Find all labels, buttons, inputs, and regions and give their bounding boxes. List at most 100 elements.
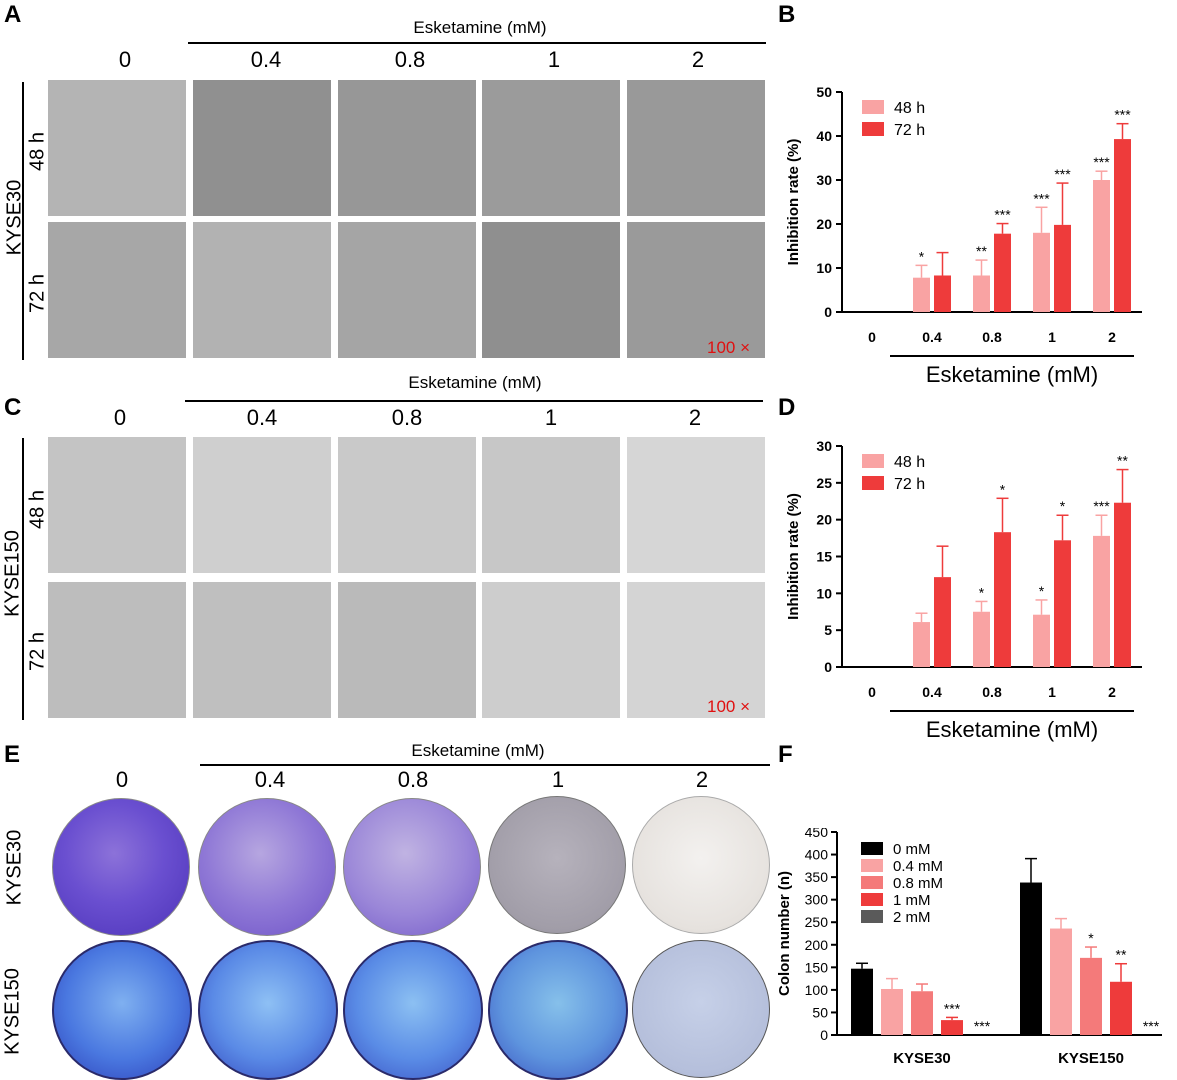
- micrograph-kyse30-48h-0: [48, 80, 186, 216]
- panel-a-conc-4: 2: [691, 47, 705, 72]
- x-axis-label: Esketamine (mM): [926, 717, 1098, 742]
- micrograph-kyse150-72h-2: [627, 582, 765, 718]
- significance-label: **: [1116, 947, 1127, 963]
- y-tick-label: 250: [805, 914, 829, 930]
- micrograph-kyse30-72h-1: [482, 222, 620, 358]
- y-tick-label: 0: [824, 304, 832, 320]
- legend-label: 0.8 mM: [893, 875, 943, 892]
- legend-label: 0.4 mM: [893, 858, 943, 875]
- legend-swatch: [862, 122, 884, 136]
- y-tick-label: 15: [816, 549, 832, 565]
- colony-plate-kyse150-0.8: [343, 940, 483, 1080]
- panel-a-conc-1: 0.4: [250, 47, 282, 72]
- micrograph-kyse30-48h-0.4: [193, 80, 331, 216]
- legend-label: 72 h: [894, 476, 925, 493]
- y-tick-label: 100: [805, 982, 829, 998]
- y-tick-label: 50: [812, 1004, 828, 1020]
- bar-1mM: [941, 1020, 963, 1035]
- y-tick-label: 30: [816, 172, 832, 188]
- micrograph-kyse150-48h-1: [482, 437, 620, 573]
- x-tick-label: 2: [1108, 329, 1116, 345]
- y-tick-label: 40: [816, 128, 832, 144]
- legend-swatch: [862, 454, 884, 468]
- y-tick-label: 25: [816, 475, 832, 491]
- micrograph-kyse150-48h-0.8: [338, 437, 476, 573]
- bar-72h: [1054, 540, 1071, 667]
- bar-48h: [1033, 232, 1050, 312]
- y-tick-label: 200: [805, 937, 829, 953]
- significance-label: *: [1039, 583, 1045, 599]
- bar-72h: [1114, 139, 1131, 312]
- significance-label: ***: [1033, 190, 1050, 206]
- x-tick-label: 1: [1048, 329, 1056, 345]
- panel-e-row-kyse150: KYSE150: [1, 968, 24, 1055]
- micrograph-kyse150-48h-0.4: [193, 437, 331, 573]
- panel-a-conc-3: 1: [547, 47, 561, 72]
- panel-letter-e: E: [4, 741, 21, 768]
- bar-48h: [973, 611, 990, 667]
- significance-label: *: [979, 584, 985, 600]
- legend-label: 2 mM: [893, 909, 931, 926]
- significance-label: **: [976, 243, 987, 259]
- y-tick-label: 0: [824, 659, 832, 675]
- panel-letter-c: C: [4, 394, 22, 421]
- bar-48h: [913, 277, 930, 312]
- panel-c-conc-0: 0: [113, 405, 127, 430]
- y-tick-label: 10: [816, 260, 832, 276]
- colony-plate-kyse30-2: [632, 796, 770, 934]
- significance-label: *: [1088, 930, 1094, 946]
- y-axis-label: Inhibition rate (%): [785, 139, 802, 266]
- legend-label: 48 h: [894, 100, 925, 117]
- panel-c-row-72h: 72 h: [26, 632, 49, 671]
- micrograph-kyse150-72h-0.4: [193, 582, 331, 718]
- legend-swatch: [862, 100, 884, 114]
- y-axis-label: Colon number (n): [776, 871, 793, 996]
- panel-letter-b: B: [778, 1, 796, 28]
- x-tick-label: KYSE30: [893, 1050, 951, 1067]
- bar-0mM: [1020, 882, 1042, 1035]
- y-tick-label: 5: [824, 622, 832, 638]
- panel-c-conc-2: 0.8: [391, 405, 423, 430]
- bar-72h: [994, 532, 1011, 667]
- panel-a-header-rule: [188, 42, 766, 44]
- x-tick-label: KYSE150: [1058, 1050, 1124, 1067]
- y-axis-label: Inhibition rate (%): [785, 493, 802, 620]
- bar-72h: [994, 233, 1011, 312]
- panel-c-esketamine-label: Esketamine (mM): [408, 373, 542, 392]
- panel-e-conc-2: 0.8: [397, 767, 429, 792]
- bar-72h: [1114, 502, 1131, 667]
- panel-c-header-rule: [185, 400, 763, 402]
- panel-c-conc-4: 2: [688, 405, 702, 430]
- legend-label: 1 mM: [893, 892, 931, 909]
- y-tick-label: 350: [805, 869, 829, 885]
- significance-label: ***: [1093, 498, 1110, 514]
- panel-e-conc-1: 0.4: [254, 767, 286, 792]
- y-tick-label: 50: [816, 84, 832, 100]
- significance-label: ***: [1093, 154, 1110, 170]
- inhibition-chart-kyse30: 0 10 20 30 40 50 Inhibition rate (%) 0 0.4 * 0.8 **…: [785, 84, 1142, 387]
- micrograph-kyse150-48h-0: [48, 437, 186, 573]
- colony-plate-kyse30-0.4: [198, 798, 336, 936]
- micrograph-kyse30-72h-0.4: [193, 222, 331, 358]
- panel-a-esketamine-label: Esketamine (mM): [413, 18, 547, 37]
- panel-e-conc-3: 1: [551, 767, 565, 792]
- significance-label: **: [1117, 453, 1128, 469]
- legend-swatch: [861, 910, 883, 923]
- bar-1mM: [1110, 981, 1132, 1035]
- panel-e-conc-4: 2: [695, 767, 709, 792]
- bar-48h: [1093, 180, 1110, 312]
- panel-c-row-48h: 48 h: [26, 490, 49, 529]
- significance-label: ***: [1143, 1018, 1160, 1034]
- panel-a-conc-0: 0: [118, 47, 132, 72]
- y-tick-label: 0: [820, 1027, 828, 1043]
- bar-72h: [1054, 224, 1071, 312]
- x-tick-label: 0.8: [982, 684, 1002, 700]
- bar-0.4mM: [881, 988, 903, 1035]
- bar-48h: [1093, 535, 1110, 667]
- bar-48h: [913, 622, 930, 667]
- micrograph-kyse30-72h-0: [48, 222, 186, 358]
- legend-swatch: [861, 876, 883, 889]
- panel-letter-a: A: [4, 1, 22, 28]
- y-tick-label: 150: [805, 959, 829, 975]
